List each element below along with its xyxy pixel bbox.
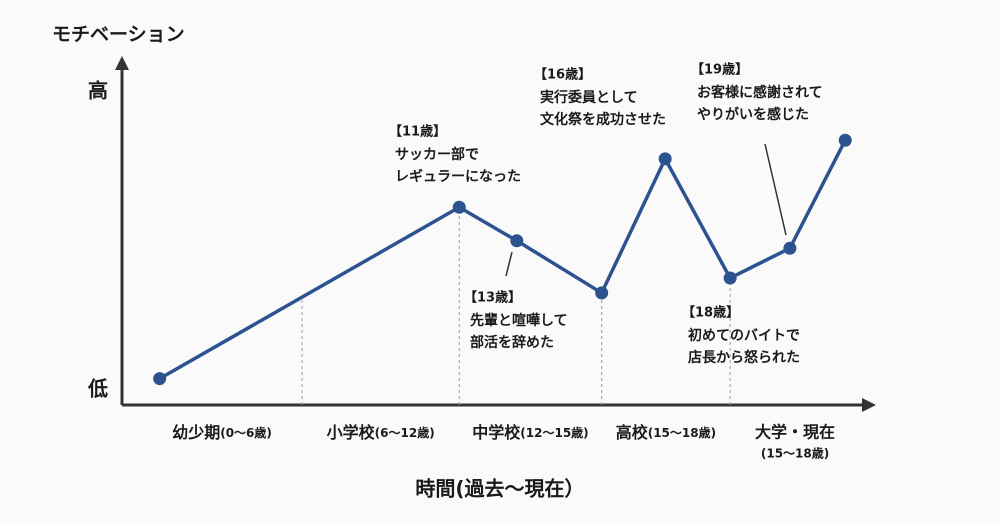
data-point	[595, 286, 609, 300]
pointer-line	[505, 251, 513, 277]
annotation-text: 店長から怒られた	[688, 349, 800, 366]
period-name: 小学校	[327, 423, 376, 442]
annotation-text: 初めてのバイトで	[688, 327, 800, 344]
annotation-text: レギュラーになった	[395, 168, 521, 185]
period-label: 中学校(12〜15歳)	[472, 423, 588, 442]
annotation-text: サッカー部で	[395, 146, 479, 163]
data-point	[510, 234, 524, 248]
period-range: (6〜12歳)	[375, 425, 435, 440]
annotation-text: 文化祭を成功させた	[540, 111, 666, 128]
data-point	[723, 271, 737, 285]
data-point	[452, 200, 466, 214]
period-name: 大学・現在	[755, 423, 835, 442]
annotation-text: 部活を辞めた	[470, 334, 554, 351]
y-tick-label: 低	[87, 376, 108, 400]
annotation-text: やりがいを感じた	[697, 106, 809, 123]
data-point	[153, 372, 167, 386]
y-axis-label: モチベーション	[52, 24, 185, 46]
period-range: (15〜18歳)	[761, 446, 829, 461]
annotation-title: 【16歳】	[534, 67, 591, 83]
data-point	[783, 241, 797, 255]
motivation-line	[158, 139, 847, 381]
period-label: 幼少期(0〜6歳)	[172, 423, 272, 442]
annotation-title: 【13歳】	[464, 290, 521, 306]
period-label: 高校(15〜18歳)	[616, 423, 716, 442]
data-point	[838, 133, 852, 147]
period-name: 幼少期	[172, 423, 220, 442]
period-range: (12〜15歳)	[520, 425, 588, 440]
period-name: 高校	[616, 423, 649, 442]
period-label: 小学校(6〜12歳)	[327, 423, 435, 442]
annotation-title: 【18歳】	[682, 305, 739, 321]
annotation-text: 実行委員として	[540, 89, 638, 106]
period-range: (0〜6歳)	[220, 425, 272, 440]
x-axis-arrow	[862, 398, 876, 412]
data-point	[658, 152, 672, 166]
y-tick-label: 高	[88, 78, 108, 102]
annotation-title: 【11歳】	[389, 124, 446, 140]
period-name: 中学校	[472, 423, 521, 442]
annotation-title: 【19歳】	[691, 62, 748, 78]
annotation-text: お客様に感謝されて	[697, 84, 823, 101]
annotation-text: 先輩と喧嘩して	[470, 312, 568, 329]
period-range: (15〜18歳)	[648, 425, 716, 440]
pointer-line	[764, 143, 787, 236]
y-axis-arrow	[115, 56, 129, 70]
x-axis-label: 時間(過去〜現在）	[415, 477, 584, 501]
